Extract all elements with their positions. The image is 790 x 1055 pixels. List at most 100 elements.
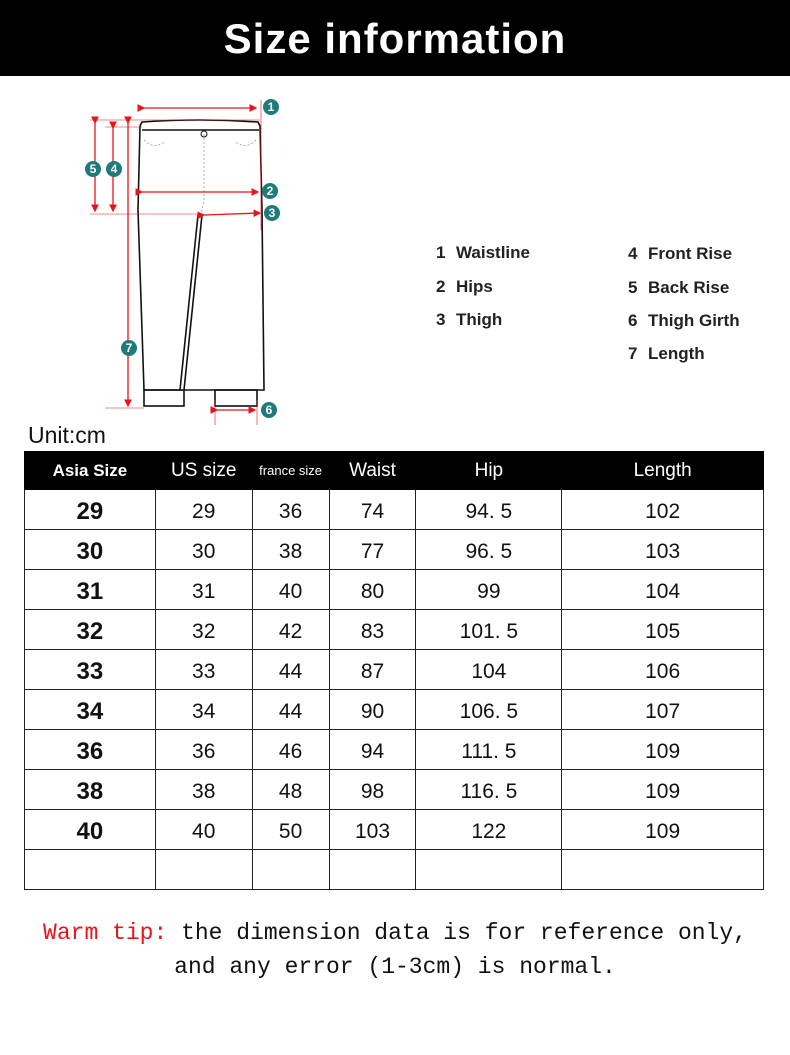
legend-item: 2 Hips: [436, 277, 493, 296]
measurement-markers: [85, 99, 280, 418]
table-cell: [24, 849, 156, 890]
legend-item: 4 Front Rise: [628, 244, 733, 263]
unit-label: Unit:cm: [28, 422, 106, 448]
table-cell: 31: [24, 569, 156, 610]
warm-tip-line-2: and any error (1-3cm) is normal.: [174, 954, 616, 980]
table-cell: 44: [251, 649, 330, 690]
table-cell: 29: [154, 489, 253, 530]
table-cell: 38: [24, 769, 156, 810]
table-cell: 42: [251, 609, 330, 650]
table-cell: 104: [415, 649, 563, 690]
table-cell: 31: [154, 569, 253, 610]
table-row: 30 30 38 77 96. 5 103: [24, 529, 764, 570]
column-header: Asia Size: [24, 451, 156, 490]
table-cell: 107: [561, 689, 764, 730]
table-cell: 30: [24, 529, 156, 570]
table-cell: 94: [328, 729, 417, 770]
table-cell: 33: [154, 649, 253, 690]
table-cell: 36: [24, 729, 156, 770]
table-cell: 109: [561, 809, 764, 850]
table-row: 29 29 36 74 94. 5 102: [24, 489, 764, 530]
table-cell: 44: [251, 689, 330, 730]
table-cell: [251, 849, 330, 890]
legend-item: 6 Thigh Girth: [628, 311, 740, 330]
pants-outline-icon: [137, 119, 265, 407]
table-row: [24, 849, 764, 890]
legend-item: 5 Back Rise: [628, 278, 730, 297]
table-row: 34 34 44 90 106. 5 107: [24, 689, 764, 730]
table-cell: 106: [561, 649, 764, 690]
table-cell: 34: [154, 689, 253, 730]
table-cell: 33: [24, 649, 156, 690]
size-table: Asia Size US size france size Waist Hip Lengt…: [24, 451, 764, 890]
warm-tip-line-1: Warm tip: the dimension data is for refe…: [43, 920, 747, 946]
table-cell: 96. 5: [415, 529, 563, 570]
table-row: 36 36 46 94 111. 5 109: [24, 729, 764, 770]
pants-diagram: 1 2 3 4 5 6 7: [85, 99, 280, 425]
table-cell: 40: [251, 569, 330, 610]
table-cell: 99: [415, 569, 563, 610]
table-cell: 102: [561, 489, 764, 530]
table-cell: 122: [415, 809, 563, 850]
column-header: Hip: [415, 451, 563, 490]
table-cell: [154, 849, 253, 890]
table-cell: [415, 849, 563, 890]
table-row: 40 40 50 103 122 109: [24, 809, 764, 850]
table-cell: 116. 5: [415, 769, 563, 810]
table-cell: 109: [561, 729, 764, 770]
table-cell: 83: [328, 609, 417, 650]
legend-item: 7 Length: [628, 344, 705, 363]
table-cell: [328, 849, 417, 890]
table-cell: 74: [328, 489, 417, 530]
table-cell: 80: [328, 569, 417, 610]
legend-item: 3 Thigh: [436, 310, 503, 329]
page-title: Size information: [0, 0, 790, 76]
table-cell: 105: [561, 609, 764, 650]
column-header: Length: [561, 451, 764, 490]
marker-6: 6: [266, 403, 273, 417]
table-cell: 77: [328, 529, 417, 570]
table-cell: 106. 5: [415, 689, 563, 730]
table-cell: 101. 5: [415, 609, 563, 650]
marker-2: 2: [267, 184, 274, 198]
table-cell: 103: [561, 529, 764, 570]
table-cell: 48: [251, 769, 330, 810]
table-cell: 103: [328, 809, 417, 850]
legend-item: 1 Waistline: [436, 243, 530, 262]
table-header: Asia Size US size france size Waist Hip Lengt…: [24, 451, 764, 490]
column-header: france size: [251, 451, 330, 490]
table-row: 33 33 44 87 104 106: [24, 649, 764, 690]
table-row: 38 38 48 98 116. 5 109: [24, 769, 764, 810]
marker-7: 7: [126, 341, 133, 355]
marker-5: 5: [90, 162, 97, 176]
marker-3: 3: [269, 206, 276, 220]
table-cell: [561, 849, 764, 890]
table-cell: 109: [561, 769, 764, 810]
table-row: 32 32 42 83 101. 5 105: [24, 609, 764, 650]
table-cell: 32: [154, 609, 253, 650]
table-cell: 50: [251, 809, 330, 850]
table-cell: 87: [328, 649, 417, 690]
table-cell: 38: [251, 529, 330, 570]
table-cell: 38: [154, 769, 253, 810]
table-cell: 94. 5: [415, 489, 563, 530]
column-header: US size: [154, 451, 253, 490]
table-cell: 36: [251, 489, 330, 530]
table-cell: 40: [24, 809, 156, 850]
table-cell: 111. 5: [415, 729, 563, 770]
table-cell: 36: [154, 729, 253, 770]
table-cell: 40: [154, 809, 253, 850]
table-cell: 90: [328, 689, 417, 730]
warm-tip-label: Warm tip:: [43, 920, 168, 946]
column-header: Waist: [328, 451, 417, 490]
table-cell: 34: [24, 689, 156, 730]
marker-1: 1: [268, 100, 275, 114]
table-cell: 104: [561, 569, 764, 610]
marker-4: 4: [111, 162, 118, 176]
table-cell: 30: [154, 529, 253, 570]
table-cell: 98: [328, 769, 417, 810]
table-cell: 32: [24, 609, 156, 650]
table-cell: 29: [24, 489, 156, 530]
table-cell: 46: [251, 729, 330, 770]
table-row: 31 31 40 80 99 104: [24, 569, 764, 610]
